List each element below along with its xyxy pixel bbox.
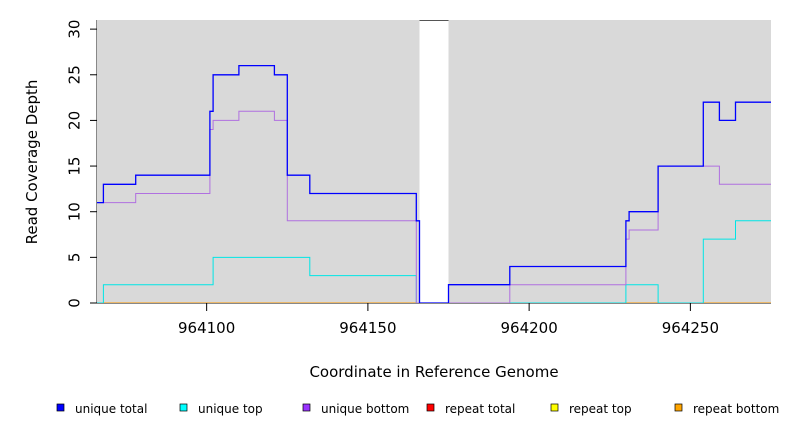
legend-item: repeat top — [550, 402, 632, 416]
legend-item: unique total — [56, 402, 147, 416]
legend-label: unique total — [75, 402, 147, 416]
legend-item: repeat total — [426, 402, 515, 416]
legend-swatch — [426, 403, 435, 412]
y-axis-title: Read Coverage Depth — [23, 80, 41, 245]
legend: unique total unique top unique bottom repea… — [56, 402, 779, 416]
legend-swatch — [56, 403, 65, 412]
x-tick-label: 964100 — [178, 319, 235, 337]
y-tick-label: 5 — [65, 253, 83, 263]
series-unique-total — [97, 64, 771, 304]
legend-label: repeat total — [445, 402, 515, 416]
gap-region — [419, 20, 449, 303]
legend-swatch — [674, 403, 683, 412]
x-tick-label: 964150 — [339, 319, 396, 337]
legend-label: repeat top — [569, 402, 632, 416]
legend-swatch — [302, 403, 311, 412]
legend-item: repeat bottom — [674, 402, 779, 416]
y-tick-label: 15 — [65, 157, 83, 176]
legend-swatch — [179, 403, 188, 412]
x-tick-label: 964250 — [662, 319, 719, 337]
y-tick-label: 25 — [65, 65, 83, 84]
y-tick-label: 10 — [65, 202, 83, 221]
legend-label: unique bottom — [321, 402, 409, 416]
plot-area — [97, 20, 771, 304]
y-tick-label: 30 — [65, 20, 83, 39]
y-tick-label: 20 — [65, 111, 83, 130]
axes: 0 5 10 15 20 25 30 964100 964150 964200 964250 — [65, 20, 771, 337]
legend-item: unique top — [179, 402, 263, 416]
legend-swatch — [550, 403, 559, 412]
legend-item: unique bottom — [302, 402, 409, 416]
y-tick-label: 0 — [65, 298, 83, 308]
x-tick-label: 964200 — [501, 319, 558, 337]
legend-label: unique top — [198, 402, 263, 416]
legend-label: repeat bottom — [693, 402, 779, 416]
x-axis-title: Coordinate in Reference Genome — [309, 363, 558, 381]
